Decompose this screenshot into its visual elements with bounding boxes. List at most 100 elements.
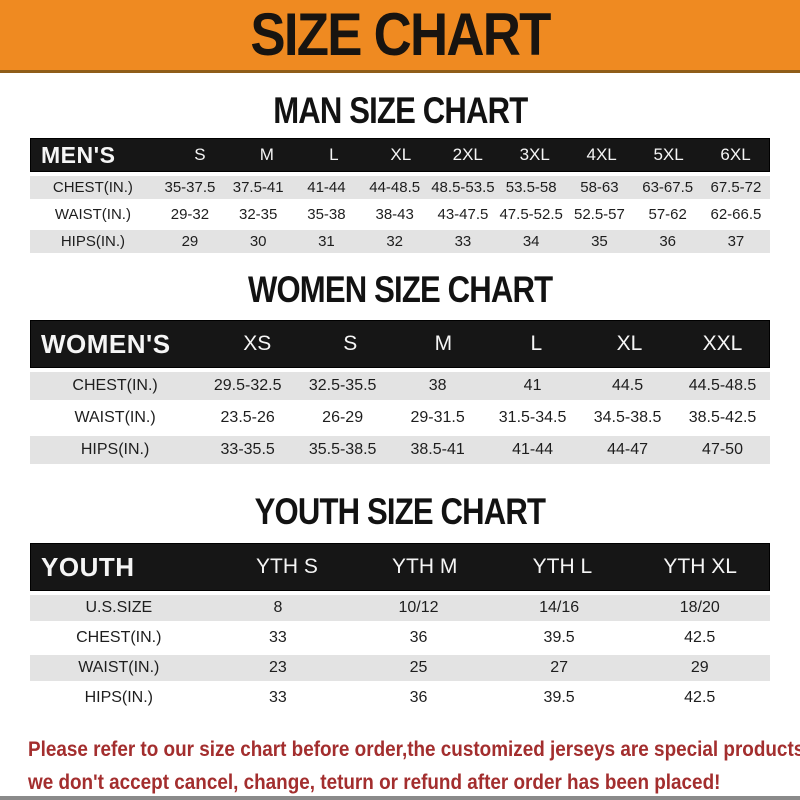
size-column-header: 3XL [519, 145, 550, 164]
size-column-header: YTH S [256, 555, 318, 578]
value-cell: 35.5-38.5 [308, 441, 377, 458]
value-cell: 63-67.5 [642, 179, 694, 196]
row-label: CHEST(IN.) [76, 629, 162, 646]
value-cell: 29.5-32.5 [213, 377, 282, 394]
value-cell: 29 [690, 659, 709, 676]
footer-note: Please refer to our size chart before or… [28, 733, 800, 799]
measurement-row: HIPS(IN.) 33 36 39.5 42.5 [30, 685, 770, 711]
measurement-row: HIPS(IN.) 29 30 31 32 33 34 35 36 37 [30, 230, 770, 253]
size-column-header: 5XL [653, 145, 684, 164]
men-size-table: MEN'S S M L XL 2XL 3XL 4XL 5XL 6XL CHEST(IN.) 35-37… [30, 138, 770, 253]
value-cell: 44-47 [607, 441, 648, 458]
row-label: WAIST(IN.) [78, 659, 160, 676]
size-header-row: YOUTH YTH S YTH M YTH L YTH XL [30, 543, 770, 591]
women-section-heading-text: WOMEN SIZE CHART [247, 269, 553, 310]
value-cell: 29-32 [170, 206, 210, 223]
value-cell: 32 [386, 233, 404, 250]
youth-section-heading-text: YOUTH SIZE CHART [254, 491, 546, 532]
row-label: WAIST(IN.) [74, 409, 156, 426]
value-cell: 33-35.5 [220, 441, 275, 458]
size-column-header: 4XL [586, 145, 617, 164]
measurement-row: WAIST(IN.) 23.5-26 26-29 29-31.5 31.5-34.5 34… [30, 404, 770, 432]
size-column-header: S [343, 332, 358, 355]
measurement-row: CHEST(IN.) 33 36 39.5 42.5 [30, 625, 770, 651]
table-corner-label: MEN'S [41, 141, 116, 168]
note-line-2: we don't accept cancel, change, teturn o… [28, 771, 721, 794]
value-cell: 38 [428, 377, 447, 394]
value-cell: 62-66.5 [710, 206, 762, 223]
women-section-heading: WOMEN SIZE CHART [0, 268, 800, 312]
value-cell: 31.5-34.5 [498, 409, 567, 426]
men-section-heading: MAN SIZE CHART [0, 89, 800, 133]
value-cell: 33 [269, 629, 287, 646]
value-cell: 36 [409, 629, 428, 646]
bottom-border [0, 796, 800, 800]
women-size-table: WOMEN'S XS S M L XL XXL CHEST(IN.) 29.5-32.5 32.5… [30, 320, 770, 464]
value-cell: 36 [409, 689, 428, 706]
value-cell: 39.5 [543, 689, 575, 706]
value-cell: 44.5-48.5 [688, 377, 757, 394]
youth-section-heading: YOUTH SIZE CHART [0, 490, 800, 534]
value-cell: 52.5-57 [573, 206, 625, 223]
value-cell: 30 [249, 233, 267, 250]
measurement-row: CHEST(IN.) 35-37.5 37.5-41 41-44 44-48.5 48.5… [30, 176, 770, 199]
size-column-header: L [530, 332, 543, 355]
value-cell: 38.5-42.5 [688, 409, 757, 426]
size-column-header: XL [390, 145, 412, 164]
value-cell: 33 [269, 689, 287, 706]
size-column-header: 6XL [720, 145, 751, 164]
size-header-row: WOMEN'S XS S M L XL XXL [30, 320, 770, 368]
value-cell: 34.5-38.5 [593, 409, 662, 426]
table-corner-label: WOMEN'S [41, 328, 171, 359]
value-cell: 39.5 [543, 629, 575, 646]
section-men: MAN SIZE CHART MEN'S S M L XL 2XL 3XL 4XL 5XL 6XL… [0, 89, 800, 253]
banner: SIZE CHART [0, 0, 800, 73]
section-women: WOMEN SIZE CHART WOMEN'S XS S M L XL XXL CHEST(… [0, 268, 800, 464]
row-label: HIPS(IN.) [60, 233, 125, 250]
row-label: HIPS(IN.) [84, 689, 154, 706]
size-column-header: M [434, 332, 453, 355]
row-label: U.S.SIZE [85, 599, 153, 616]
value-cell: 26-29 [322, 409, 364, 426]
size-header-row: MEN'S S M L XL 2XL 3XL 4XL 5XL 6XL [30, 138, 770, 172]
row-label: HIPS(IN.) [80, 441, 150, 458]
measurement-row: WAIST(IN.) 29-32 32-35 35-38 38-43 43-47.5 47.… [30, 203, 770, 226]
value-cell: 8 [273, 599, 283, 616]
measurement-row: U.S.SIZE 8 10/12 14/16 18/20 [30, 595, 770, 621]
youth-size-table: YOUTH YTH S YTH M YTH L YTH XL U.S.SIZE 8 10/12… [30, 543, 770, 711]
value-cell: 37.5-41 [232, 179, 284, 196]
value-cell: 35-37.5 [164, 179, 216, 196]
value-cell: 14/16 [539, 599, 580, 616]
value-cell: 57-62 [648, 206, 687, 223]
size-column-header: M [259, 145, 274, 164]
value-cell: 42.5 [684, 689, 716, 706]
size-column-header: XS [243, 332, 272, 355]
value-cell: 23.5-26 [220, 409, 275, 426]
value-cell: 31 [318, 233, 335, 250]
value-cell: 35 [591, 233, 608, 250]
value-cell: 25 [409, 659, 428, 676]
value-cell: 29 [181, 233, 199, 250]
size-column-header: L [329, 145, 339, 164]
value-cell: 43-47.5 [437, 206, 489, 223]
value-cell: 18/20 [679, 599, 720, 616]
value-cell: 58-63 [580, 179, 619, 196]
value-cell: 29-31.5 [410, 409, 465, 426]
value-cell: 44-48.5 [369, 179, 421, 196]
men-section-heading-text: MAN SIZE CHART [272, 90, 528, 131]
value-cell: 42.5 [684, 629, 716, 646]
value-cell: 47-50 [702, 441, 743, 458]
value-cell: 33 [454, 233, 472, 250]
measurement-row: HIPS(IN.) 33-35.5 35.5-38.5 38.5-41 41-44 44-… [30, 436, 770, 464]
size-column-header: XXL [702, 332, 743, 355]
value-cell: 48.5-53.5 [431, 179, 495, 196]
value-cell: 35-38 [307, 206, 346, 223]
value-cell: 32-35 [238, 206, 278, 223]
value-cell: 41-44 [307, 179, 346, 196]
value-cell: 47.5-52.5 [499, 206, 563, 223]
value-cell: 34 [522, 233, 540, 250]
value-cell: 67.5-72 [710, 179, 762, 196]
page-title: SIZE CHART [250, 1, 551, 68]
value-cell: 38-43 [375, 206, 414, 223]
